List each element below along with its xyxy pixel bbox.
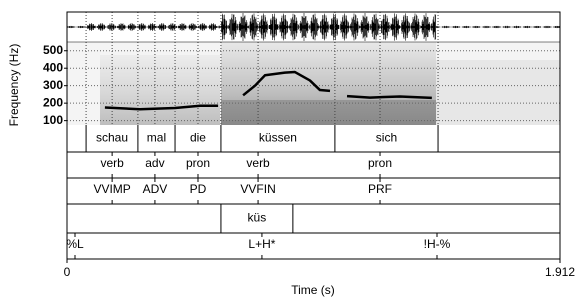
y-tick-label: 300: [43, 78, 63, 92]
interval-label: mal: [147, 131, 166, 145]
interval-label: küs: [248, 211, 267, 225]
x-axis-label: Time (s): [291, 283, 335, 297]
y-axis-label: Frequency (Hz): [7, 44, 21, 127]
point-label: VVIMP: [93, 182, 130, 196]
chart: Frequency (Hz) Time (s) 100 200 300 400 500 s…: [0, 0, 584, 300]
x-tick-label: 0: [64, 265, 71, 279]
interval-label: die: [190, 131, 206, 145]
interval-label: schau: [96, 131, 128, 145]
point-label: !H-%: [424, 237, 451, 251]
y-tick-label: 500: [43, 43, 63, 57]
point-label: verb: [100, 156, 124, 170]
point-label: %L: [66, 237, 84, 251]
point-label: VVFIN: [240, 182, 275, 196]
point-label: PRF: [368, 182, 392, 196]
waveform: [67, 13, 560, 41]
interval-label: küssen: [259, 131, 297, 145]
point-label: ADV: [143, 182, 168, 196]
point-label: verb: [246, 156, 270, 170]
y-tick-label: 200: [43, 95, 63, 109]
point-label: pron: [186, 156, 210, 170]
point-label: adv: [145, 156, 164, 170]
y-tick-label: 100: [43, 113, 63, 127]
point-label: L+H*: [248, 237, 275, 251]
point-label: PD: [190, 182, 207, 196]
point-label: pron: [368, 156, 392, 170]
x-tick-label: 1.912: [545, 265, 575, 279]
y-tick-label: 400: [43, 60, 63, 74]
interval-label: sich: [376, 131, 397, 145]
